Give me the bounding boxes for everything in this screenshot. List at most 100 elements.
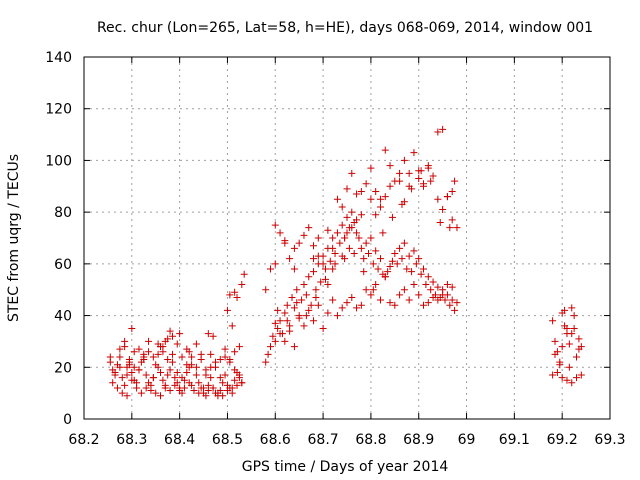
data-point <box>233 381 241 389</box>
data-point <box>223 387 231 395</box>
data-point <box>365 250 373 258</box>
data-point <box>235 371 243 379</box>
data-point <box>231 348 239 356</box>
data-point <box>341 234 349 242</box>
data-point <box>568 304 576 312</box>
data-point <box>367 234 375 242</box>
data-point <box>357 244 365 252</box>
data-point <box>400 286 408 294</box>
data-point <box>228 384 236 392</box>
data-point <box>362 180 370 188</box>
data-point <box>408 268 416 276</box>
data-point <box>168 358 176 366</box>
y-tick-label: 60 <box>54 257 72 273</box>
data-point <box>295 312 303 320</box>
data-point <box>372 281 380 289</box>
data-point <box>221 371 229 379</box>
data-point <box>333 195 341 203</box>
data-point <box>573 374 581 382</box>
data-point <box>274 306 282 314</box>
data-point <box>283 317 291 325</box>
data-point <box>209 332 217 340</box>
data-point <box>123 371 131 379</box>
data-point <box>329 296 337 304</box>
data-point <box>448 216 456 224</box>
data-point <box>376 203 384 211</box>
data-point <box>381 193 389 201</box>
y-axis-label: STEC from uqrg / TECUs <box>6 154 22 322</box>
data-point <box>429 172 437 180</box>
data-point <box>190 387 198 395</box>
data-point <box>128 376 136 384</box>
x-tick-label: 69.2 <box>547 432 578 448</box>
x-tick-labels: 68.2 68.3 68.4 68.5 68.6 68.7 68.8 68.9 69 69.1 69… <box>68 432 625 448</box>
data-point <box>135 366 143 374</box>
data-point <box>324 309 332 317</box>
data-point <box>439 291 447 299</box>
data-point <box>238 281 246 289</box>
data-point <box>266 265 274 273</box>
data-point <box>348 208 356 216</box>
data-point <box>357 301 365 309</box>
data-point <box>231 366 239 374</box>
data-point <box>420 301 428 309</box>
data-point <box>302 291 310 299</box>
data-point <box>350 250 358 258</box>
data-point <box>343 299 351 307</box>
data-point <box>154 363 162 371</box>
data-point <box>329 265 337 273</box>
y-tick-label: 40 <box>54 309 72 325</box>
data-point <box>422 281 430 289</box>
data-point <box>142 371 150 379</box>
data-point <box>235 343 243 351</box>
data-point <box>106 353 114 361</box>
data-point <box>271 260 279 268</box>
data-point <box>558 343 566 351</box>
data-point <box>369 286 377 294</box>
data-point <box>573 353 581 361</box>
data-point <box>412 260 420 268</box>
data-point <box>135 345 143 353</box>
data-point <box>396 177 404 185</box>
data-point <box>171 381 179 389</box>
data-point <box>427 177 435 185</box>
data-point <box>405 296 413 304</box>
data-point <box>168 350 176 358</box>
data-point <box>121 337 129 345</box>
data-point <box>321 265 329 273</box>
data-point <box>137 389 145 397</box>
y-tick-label: 20 <box>54 360 72 376</box>
data-point <box>140 353 148 361</box>
data-point <box>391 250 399 258</box>
data-point <box>204 330 212 338</box>
data-point <box>551 337 559 345</box>
data-point <box>305 306 313 314</box>
data-point <box>575 345 583 353</box>
data-point <box>558 374 566 382</box>
data-point <box>113 384 121 392</box>
data-point <box>319 325 327 332</box>
data-point <box>355 234 363 242</box>
data-point <box>133 379 141 387</box>
data-point <box>310 268 318 276</box>
data-point <box>274 325 282 332</box>
data-point <box>183 361 191 369</box>
data-point <box>116 363 124 371</box>
data-point <box>176 387 184 395</box>
data-point <box>568 379 576 387</box>
data-point <box>367 291 375 299</box>
data-point <box>121 381 129 389</box>
data-point <box>367 164 375 172</box>
data-point <box>439 125 447 133</box>
data-point <box>154 350 162 358</box>
data-point <box>314 301 322 309</box>
x-tick-label: 68.2 <box>68 432 99 448</box>
chart-title: Rec. chur (Lon=265, Lat=58, h=HE), days … <box>97 20 593 36</box>
data-point <box>448 283 456 291</box>
data-point <box>192 371 200 379</box>
data-point <box>195 389 203 397</box>
x-tick-label: 69.1 <box>499 432 530 448</box>
data-point <box>343 213 351 221</box>
data-point <box>415 255 423 263</box>
data-point <box>123 392 131 400</box>
